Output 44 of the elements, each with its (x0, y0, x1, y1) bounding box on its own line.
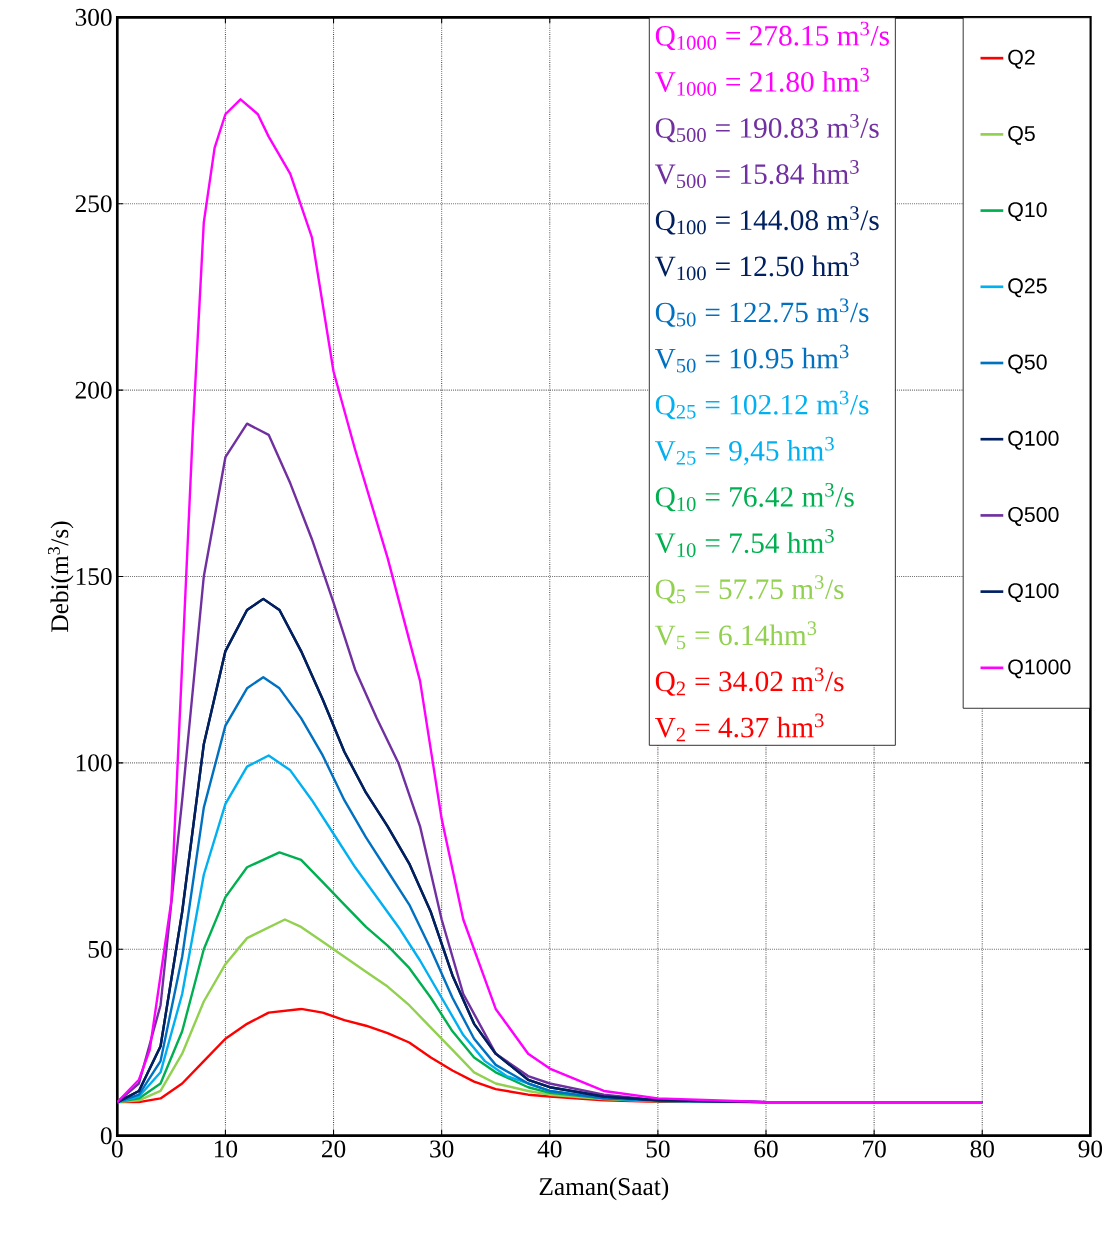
y-tick-label: 0 (101, 1127, 112, 1145)
annotation: Q$_{2}$ = 34.02 m$^{3}$/s (656, 667, 844, 696)
y-axis-title: Debi(m$^{3}$/s) (48, 521, 74, 632)
legend-label: Q50 (1008, 354, 1047, 374)
y-tick-label: 200 (75, 381, 112, 399)
x-axis-title: Zaman(Saat) (539, 1177, 669, 1201)
annotation: V$_{500}$ = 15.84 hm$^{3}$ (655, 160, 859, 189)
x-tick-label: 10 (215, 1140, 238, 1158)
legend-label: Q25 (1008, 278, 1047, 298)
annotation: V$_{100}$ = 12.50 hm$^{3}$ (655, 252, 859, 281)
y-tick-label: 150 (76, 567, 112, 586)
annotation: Q$_{10}$ = 76.42 m$^{3}$/s (656, 482, 854, 512)
y-tick-label: 50 (88, 940, 112, 958)
y-tick-label: 300 (75, 8, 112, 26)
x-tick-label: 80 (970, 1140, 995, 1158)
x-tick-label: 60 (754, 1140, 778, 1158)
x-tick-label: 0 (112, 1140, 123, 1158)
annotation: V$_{25}$ = 9,45 hm$^{3}$ (655, 436, 834, 465)
x-tick-label: 50 (646, 1140, 670, 1158)
x-tick-label: 20 (322, 1140, 346, 1158)
legend-label: Q5 (1008, 125, 1035, 145)
annotation: V$_{50}$ = 10.95 hm$^{3}$ (655, 344, 849, 373)
legend-label: Q100 (1008, 583, 1059, 603)
annotation: V$_{2}$ = 4.37 hm$^{3}$ (655, 713, 824, 742)
annotation: Q$_{25}$ = 102.12 m$^{3}$/s (656, 390, 869, 420)
annotation: Q$_{50}$ = 122.75 m$^{3}$/s (656, 298, 869, 327)
legend-label: Q500 (1008, 506, 1059, 526)
annotation: V$_{1000}$ = 21.80 hm$^{3}$ (655, 67, 870, 96)
annotation: Q$_{500}$ = 190.83 m$^{3}$/s (656, 113, 879, 143)
annotation: Q$_{1000}$ = 278.15 m$^{3}$/s (656, 21, 890, 51)
legend-label: Q10 (1008, 202, 1047, 222)
legend-label: Q1000 (1008, 659, 1071, 679)
y-tick-label: 100 (76, 754, 112, 772)
annotation: V$_{5}$ = 6.14hm$^{3}$ (655, 621, 817, 650)
x-tick-label: 30 (430, 1140, 454, 1158)
annotation: V$_{10}$ = 7.54 hm$^{3}$ (655, 529, 834, 558)
x-tick-label: 70 (863, 1140, 886, 1158)
legend-label: Q100 (1008, 430, 1059, 450)
x-tick-label: 40 (537, 1140, 562, 1158)
annotation: Q$_{5}$ = 57.75 m$^{3}$/s (656, 575, 844, 604)
y-tick-label: 250 (75, 195, 112, 213)
x-tick-label: 90 (1078, 1140, 1103, 1158)
legend-label: Q2 (1008, 49, 1035, 69)
annotation: Q$_{100}$ = 144.08 m$^{3}$/s (656, 206, 879, 235)
